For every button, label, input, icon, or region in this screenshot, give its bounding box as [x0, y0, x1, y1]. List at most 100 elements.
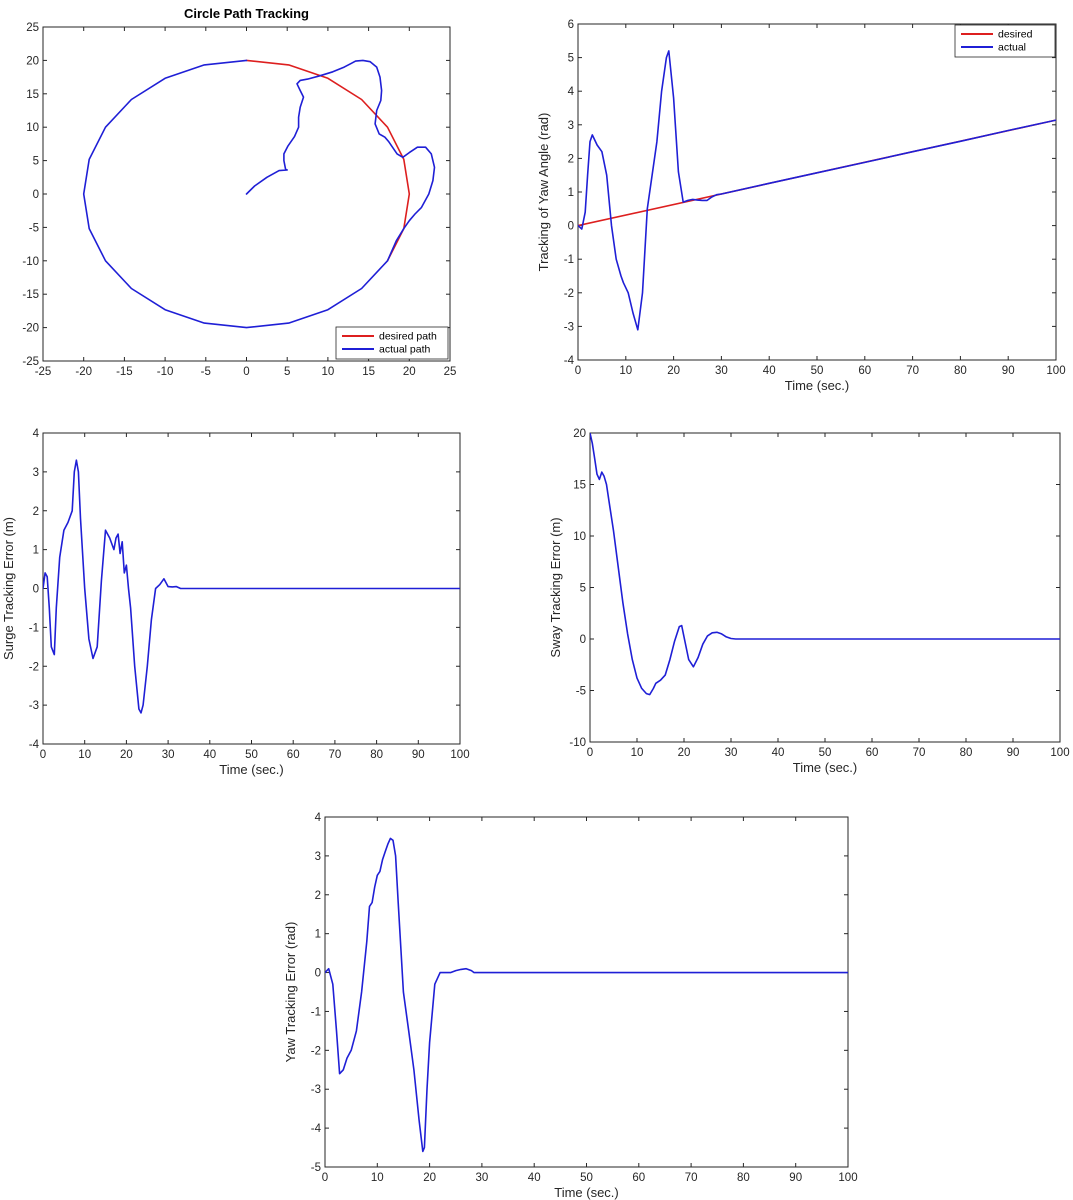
- x-tick-label: 60: [632, 1172, 645, 1184]
- x-tick-label: 50: [580, 1172, 593, 1184]
- x-tick-label: -15: [116, 366, 133, 378]
- y-tick-label: 2: [568, 153, 574, 165]
- series-line-surge: [43, 459, 460, 714]
- y-tick-label: -15: [22, 289, 39, 301]
- y-tick-label: -5: [576, 686, 586, 698]
- x-tick-label: 70: [329, 749, 342, 761]
- chart-surge-error: 0 10 20 30 40 50 60 70 80 90 100 -4 -3 -2 -1 0 1 2 3 4 Time …: [0, 415, 470, 785]
- series-line-actual-path: [82, 59, 436, 329]
- x-tick-label: 30: [476, 1172, 489, 1184]
- chart-sway-error: 0 10 20 30 40 50 60 70 80 90 100 -10 -5 0 5 10 15 20 Time …: [520, 415, 1073, 785]
- x-tick-label: 90: [789, 1172, 802, 1184]
- y-tick-label: 4: [33, 428, 40, 440]
- y-tick-label: -10: [22, 256, 39, 268]
- y-tick-label: -3: [311, 1084, 321, 1096]
- x-tick-label: 80: [737, 1172, 750, 1184]
- x-tick-label: -5: [201, 366, 211, 378]
- y-tick-label: 15: [573, 480, 586, 492]
- y-tick-label: 25: [26, 22, 39, 34]
- y-tick-label: -1: [564, 254, 574, 266]
- y-tick-label: -3: [564, 321, 574, 333]
- x-tick-label: 40: [772, 747, 785, 759]
- y-tick-label: -2: [564, 288, 574, 300]
- y-tick-label: 5: [568, 53, 574, 65]
- x-tick-label: 0: [243, 366, 249, 378]
- x-tick-label: 60: [287, 749, 300, 761]
- x-tick-label: 20: [678, 747, 691, 759]
- x-tick-label: 100: [838, 1172, 857, 1184]
- x-tick-label: -25: [35, 366, 52, 378]
- x-tick-label: 0: [322, 1172, 328, 1184]
- y-axis-label: Yaw Tracking Error (rad): [283, 922, 298, 1063]
- x-tick-label: 20: [403, 366, 416, 378]
- y-tick-label: -1: [29, 622, 39, 634]
- x-tick-label: 20: [120, 749, 133, 761]
- x-tick-label: 40: [203, 749, 216, 761]
- plot-area: [589, 432, 1061, 743]
- series-line-desired-path: [245, 59, 411, 262]
- x-axis-label: Time (sec.): [793, 760, 858, 775]
- y-tick-label: -25: [22, 356, 39, 368]
- x-tick-label: -20: [75, 366, 92, 378]
- legend-label: actual path: [379, 344, 431, 356]
- x-tick-label: 90: [412, 749, 425, 761]
- x-tick-label: 10: [631, 747, 644, 759]
- x-tick-label: 100: [1046, 365, 1065, 377]
- y-tick-label: 5: [33, 156, 39, 168]
- x-tick-label: 15: [362, 366, 375, 378]
- y-tick-label: 3: [315, 851, 321, 863]
- chart-title: Circle Path Tracking: [184, 6, 309, 21]
- x-tick-label: 40: [763, 365, 776, 377]
- x-tick-label: 70: [906, 365, 919, 377]
- x-tick-label: 80: [960, 747, 973, 759]
- x-tick-label: 40: [528, 1172, 541, 1184]
- x-tick-label: 70: [685, 1172, 698, 1184]
- x-tick-label: 10: [322, 366, 335, 378]
- x-tick-label: 10: [371, 1172, 384, 1184]
- y-tick-label: 1: [315, 929, 321, 941]
- x-tick-label: 10: [619, 365, 632, 377]
- x-tick-label: 80: [954, 365, 967, 377]
- x-tick-label: -10: [157, 366, 174, 378]
- y-tick-label: 10: [573, 531, 586, 543]
- chart-yaw-angle: 0 10 20 30 40 50 60 70 80 90 100 -4 -3 -2 -1 0 1 2 3 4 5 6 Tim…: [520, 0, 1073, 400]
- y-axis-label: Surge Tracking Error (m): [1, 517, 16, 660]
- chart-circle-path: -25 -20 -15 -10 -5 0 5 10 15 20 25 -25 -20 -15 -10 -5 0 5…: [0, 0, 470, 390]
- y-tick-label: -1: [311, 1006, 321, 1018]
- legend-box: [335, 326, 449, 360]
- y-tick-label: 0: [33, 189, 39, 201]
- y-tick-label: -5: [29, 222, 39, 234]
- y-axis-label: Tracking of Yaw Angle (rad): [536, 113, 551, 272]
- y-tick-label: -4: [29, 739, 40, 751]
- x-tick-label: 60: [866, 747, 879, 759]
- y-tick-label: 5: [580, 583, 586, 595]
- y-tick-label: -2: [29, 661, 39, 673]
- legend-label: desired path: [379, 331, 437, 343]
- x-tick-label: 80: [370, 749, 383, 761]
- plot-area: [324, 816, 849, 1168]
- y-tick-label: 4: [315, 812, 322, 824]
- x-axis-label: Time (sec.): [785, 378, 850, 393]
- y-tick-label: 1: [33, 545, 39, 557]
- x-tick-label: 70: [913, 747, 926, 759]
- x-tick-label: 30: [162, 749, 175, 761]
- x-tick-label: 25: [444, 366, 457, 378]
- x-tick-label: 100: [450, 749, 469, 761]
- y-tick-label: -3: [29, 700, 39, 712]
- y-tick-label: 6: [568, 19, 574, 31]
- y-tick-label: 20: [573, 428, 586, 440]
- y-tick-label: 0: [580, 634, 586, 646]
- legend-box: [954, 24, 1056, 58]
- y-tick-label: 1: [568, 187, 574, 199]
- x-tick-label: 50: [811, 365, 824, 377]
- x-tick-label: 30: [725, 747, 738, 759]
- y-tick-label: -2: [311, 1045, 321, 1057]
- y-tick-label: 0: [568, 221, 574, 233]
- y-axis-label: Sway Tracking Error (m): [548, 517, 563, 657]
- y-tick-label: -20: [22, 323, 39, 335]
- y-tick-label: 2: [315, 890, 321, 902]
- y-tick-label: 4: [568, 86, 575, 98]
- x-tick-label: 0: [40, 749, 46, 761]
